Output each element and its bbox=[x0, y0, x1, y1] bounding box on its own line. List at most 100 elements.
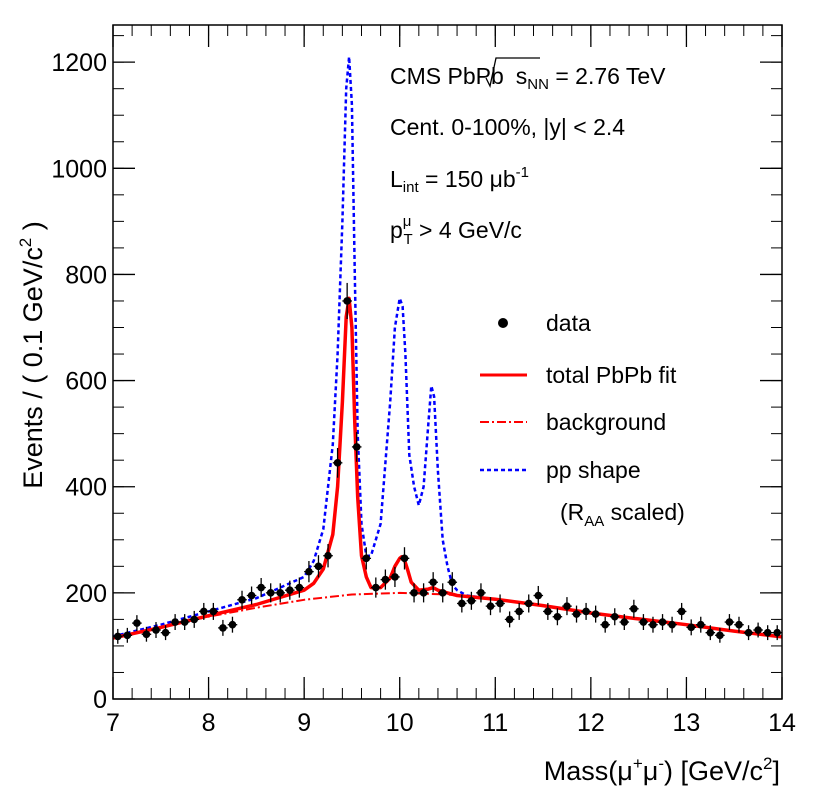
data-point bbox=[238, 595, 246, 604]
data-point bbox=[524, 599, 533, 608]
x-tick-label: 7 bbox=[106, 709, 120, 737]
data-point bbox=[477, 589, 485, 597]
data-point bbox=[534, 591, 543, 600]
data-point bbox=[410, 589, 418, 597]
data-point bbox=[505, 615, 514, 624]
annotation-block: CMS PbPb sNN = 2.76 TeV Cent. 0-100%, |y|… bbox=[390, 57, 666, 248]
data-point bbox=[687, 623, 696, 632]
data-point bbox=[400, 554, 409, 563]
pp-shape-curve bbox=[112, 55, 783, 639]
x-axis-title: Mass(μ+μ-) [GeV/c2] bbox=[544, 754, 780, 786]
legend: data total PbPb fit background pp shape … bbox=[480, 310, 685, 530]
data-point bbox=[161, 628, 170, 637]
x-tick-label: 10 bbox=[386, 709, 414, 737]
data-point bbox=[515, 607, 523, 616]
data-point bbox=[362, 554, 371, 563]
annotation-luminosity: Lint = 150 μb-1 bbox=[390, 164, 529, 196]
data-point bbox=[190, 615, 199, 624]
data-point bbox=[343, 297, 351, 305]
data-point bbox=[696, 620, 705, 629]
data-point bbox=[133, 619, 141, 627]
data-point bbox=[754, 626, 762, 634]
sqrt-sign-icon bbox=[485, 57, 540, 88]
annotation-cms-line: CMS PbPb sNN = 2.76 TeV bbox=[390, 63, 666, 93]
data-point bbox=[333, 459, 342, 467]
data-point bbox=[142, 630, 151, 639]
data-point bbox=[276, 589, 285, 597]
data-point bbox=[658, 618, 667, 626]
ticks-layer: 7 8 9 10 11 12 13 14 0 200 400 600 800 1000 1200 bbox=[51, 25, 796, 737]
data-point bbox=[458, 599, 466, 608]
data-point bbox=[123, 631, 132, 640]
legend-background-label: background bbox=[546, 409, 666, 435]
data-point bbox=[553, 612, 562, 621]
y-tick-label: 0 bbox=[93, 686, 107, 714]
data-point bbox=[591, 610, 600, 618]
data-point bbox=[429, 578, 437, 587]
data-point bbox=[639, 618, 648, 626]
data-point bbox=[706, 628, 715, 637]
data-point bbox=[295, 583, 304, 592]
x-tick-label: 8 bbox=[202, 709, 216, 737]
data-point bbox=[286, 586, 294, 595]
legend-fit-label: total PbPb fit bbox=[546, 362, 677, 388]
x-tick-label: 9 bbox=[297, 709, 311, 737]
y-tick-label: 400 bbox=[65, 474, 107, 502]
data-point bbox=[763, 628, 772, 637]
x-tick-label: 11 bbox=[482, 709, 508, 737]
data-point bbox=[419, 589, 428, 597]
data-point bbox=[649, 620, 657, 629]
data-point bbox=[228, 620, 237, 629]
data-point bbox=[601, 620, 609, 629]
y-axis-title: Events / ( 0.1 GeV/c2 ) bbox=[16, 221, 48, 489]
data-point bbox=[247, 591, 256, 600]
data-point bbox=[544, 607, 552, 616]
legend-data-label: data bbox=[546, 310, 591, 336]
data-point bbox=[744, 628, 753, 637]
annotation-muon-pt: pμ T > 4 GeV/c bbox=[390, 213, 522, 248]
data-point bbox=[610, 612, 619, 621]
data-point bbox=[152, 626, 160, 634]
x-tick-label: 13 bbox=[673, 709, 701, 737]
data-point bbox=[219, 624, 227, 632]
y-tick-label: 1000 bbox=[51, 155, 107, 183]
legend-pp-note: (RAA scaled) bbox=[560, 499, 685, 530]
data-point bbox=[563, 602, 571, 610]
data-point bbox=[620, 618, 629, 626]
y-tick-label: 600 bbox=[65, 368, 107, 396]
data-point bbox=[582, 607, 590, 616]
y-tick-label: 200 bbox=[65, 580, 107, 608]
data-point bbox=[668, 620, 676, 629]
data-point bbox=[391, 573, 399, 581]
data-point bbox=[314, 562, 323, 571]
data-point bbox=[171, 618, 179, 626]
data-point bbox=[677, 607, 686, 616]
data-point bbox=[352, 443, 361, 451]
plot-frame bbox=[112, 24, 783, 700]
data-point bbox=[305, 567, 313, 576]
data-point bbox=[572, 610, 581, 618]
data-point bbox=[381, 575, 390, 584]
data-point bbox=[448, 578, 457, 587]
data-point bbox=[486, 602, 495, 610]
x-tick-label: 14 bbox=[768, 709, 796, 737]
data-point bbox=[324, 551, 332, 560]
data-point bbox=[257, 583, 265, 592]
x-tick-label: 12 bbox=[577, 709, 605, 737]
data-point bbox=[438, 589, 447, 597]
y-tick-label: 1200 bbox=[51, 49, 107, 77]
annotation-centrality: Cent. 0-100%, |y| < 2.4 bbox=[390, 114, 625, 140]
legend-pp-label: pp shape bbox=[546, 457, 641, 483]
data-point bbox=[716, 631, 724, 640]
data-point bbox=[266, 589, 275, 597]
data-point bbox=[496, 599, 504, 608]
data-point bbox=[467, 597, 476, 605]
data-point bbox=[372, 583, 380, 592]
legend-data-marker bbox=[498, 318, 508, 328]
data-point bbox=[773, 628, 782, 637]
y-tick-label: 800 bbox=[65, 261, 107, 289]
data-point bbox=[113, 632, 122, 641]
data-point bbox=[725, 618, 734, 626]
